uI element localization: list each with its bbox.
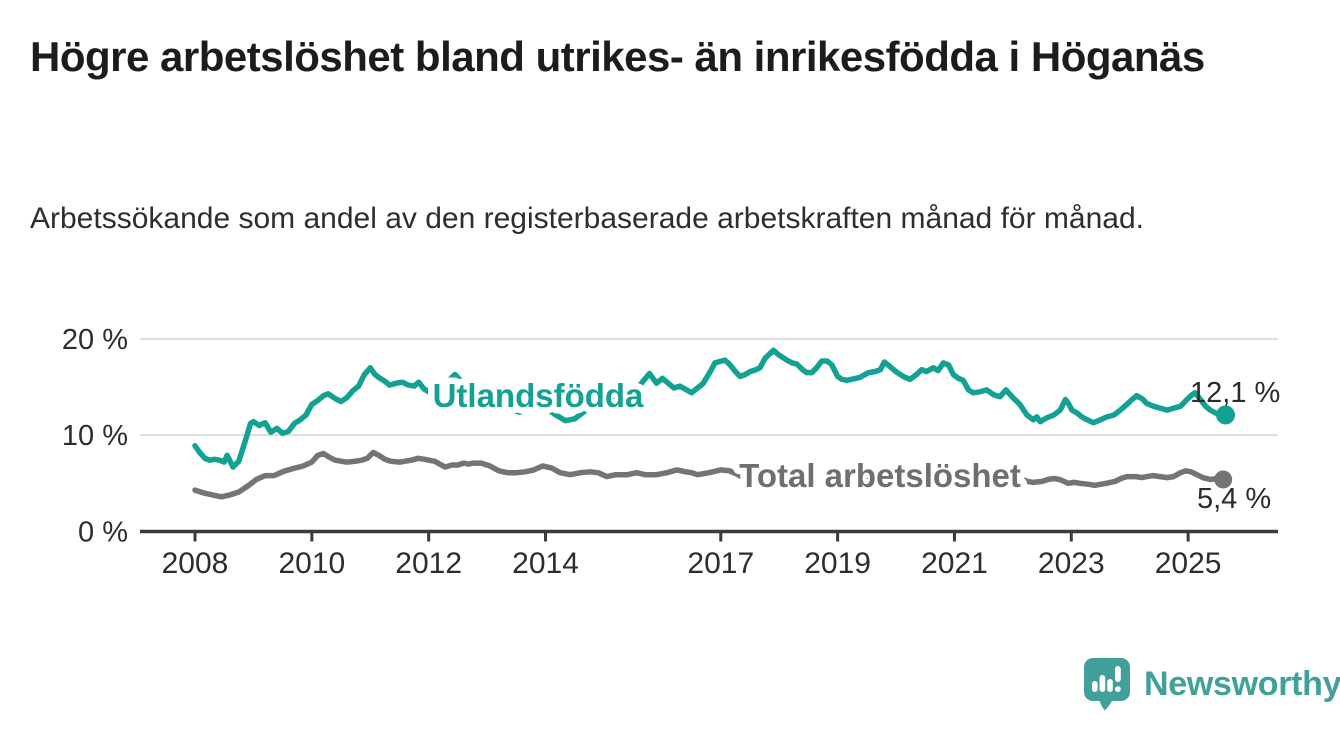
series-line-total	[192, 449, 1226, 500]
y-axis-label-20: 20 %	[62, 324, 128, 356]
chart-subtitle: Arbetssökande som andel av den registerb…	[30, 202, 1144, 235]
chart-title: Högre arbetslöshet bland utrikes- än inr…	[30, 33, 1205, 80]
end-value-label-utlandsfodda: 12,1 %	[1190, 377, 1280, 409]
line-chart: 0 % 10 % 20 % 2008 2010 2012 2014 2017 2019 2021 2…	[0, 315, 1340, 615]
x-axis-label-2023: 2023	[1038, 547, 1105, 580]
x-axis-label-2021: 2021	[921, 547, 988, 580]
x-axis-label-2012: 2012	[395, 547, 462, 580]
x-axis-label-2010: 2010	[278, 547, 345, 580]
x-axis-label-2014: 2014	[512, 547, 579, 580]
brand-name: Newsworthy	[1144, 664, 1340, 703]
newsworthy-logo: Newsworthy	[1082, 656, 1340, 712]
end-dot-utlandsfodda	[1216, 405, 1236, 425]
chart-canvas: 0 % 10 % 20 % 2008 2010 2012 2014 2017 2019 2021 2…	[62, 324, 1280, 580]
end-value-label-total: 5,4 %	[1197, 483, 1271, 515]
series-line-utlandsfodda	[192, 347, 1229, 470]
speech-bubble-bar-chart-icon	[1084, 658, 1130, 711]
x-axis-label-2017: 2017	[687, 547, 754, 580]
x-axis-label-2025: 2025	[1155, 547, 1222, 580]
y-axis-label-0: 0 %	[78, 517, 128, 549]
series-label-total: Total arbetslöshet	[739, 457, 1021, 494]
x-axis-label-2019: 2019	[804, 547, 871, 580]
series-label-utlandsfodda: Utlandsfödda	[433, 377, 644, 414]
end-dot-total	[1214, 470, 1233, 489]
x-axis-label-2008: 2008	[162, 547, 229, 580]
y-axis-label-10: 10 %	[62, 420, 128, 452]
